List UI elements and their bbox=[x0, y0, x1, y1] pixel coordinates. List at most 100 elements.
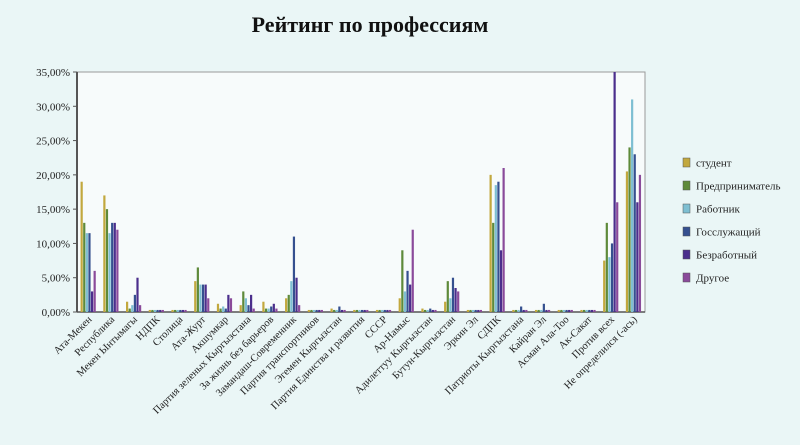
bar bbox=[333, 309, 336, 312]
bar bbox=[466, 309, 469, 312]
bar bbox=[492, 222, 495, 312]
bar bbox=[406, 270, 409, 312]
bar bbox=[517, 309, 520, 312]
bar bbox=[590, 309, 593, 312]
bar bbox=[227, 294, 230, 312]
bar bbox=[534, 309, 538, 312]
bar bbox=[272, 303, 275, 312]
bar bbox=[585, 309, 588, 312]
bar bbox=[113, 222, 116, 312]
bar bbox=[520, 306, 523, 312]
bar bbox=[434, 309, 437, 312]
bar bbox=[207, 298, 210, 312]
bar bbox=[366, 309, 369, 312]
bar bbox=[312, 309, 316, 312]
bar bbox=[512, 309, 515, 312]
legend-swatch bbox=[682, 249, 691, 260]
bar bbox=[446, 281, 449, 312]
bar bbox=[270, 306, 273, 312]
bar bbox=[472, 309, 475, 312]
bar bbox=[499, 250, 503, 312]
bar bbox=[451, 277, 455, 312]
bar bbox=[292, 236, 296, 312]
y-tick-label: 30,00% bbox=[36, 101, 70, 113]
bar bbox=[199, 284, 202, 312]
bar bbox=[93, 270, 96, 312]
bar bbox=[565, 309, 568, 312]
bar bbox=[449, 298, 452, 312]
bar bbox=[161, 309, 164, 312]
bar bbox=[375, 309, 379, 312]
bar bbox=[219, 308, 222, 312]
bar bbox=[116, 229, 119, 312]
bar bbox=[222, 306, 225, 312]
bar bbox=[108, 233, 111, 312]
bar bbox=[252, 308, 255, 312]
bar bbox=[386, 309, 389, 312]
legend-swatch bbox=[682, 272, 691, 283]
bar bbox=[540, 309, 543, 312]
bar bbox=[196, 267, 199, 312]
legend-label: Госслужащий bbox=[696, 227, 761, 239]
bar bbox=[625, 171, 629, 312]
bar bbox=[358, 309, 361, 312]
bar bbox=[353, 309, 356, 312]
bar bbox=[542, 303, 545, 312]
bar bbox=[318, 309, 321, 312]
bar bbox=[136, 277, 139, 312]
y-tick-label: 20,00% bbox=[36, 170, 70, 182]
bar bbox=[298, 305, 301, 312]
bar bbox=[361, 309, 364, 312]
bar bbox=[431, 309, 434, 312]
bar bbox=[307, 309, 310, 312]
bar bbox=[403, 291, 407, 312]
legend-label: Предприниматель bbox=[696, 181, 781, 193]
bar bbox=[489, 174, 492, 312]
bar bbox=[560, 309, 563, 312]
bar bbox=[320, 309, 323, 312]
bar bbox=[88, 233, 91, 312]
bar bbox=[628, 147, 631, 312]
bar bbox=[330, 308, 333, 312]
y-tick-label: 5,00% bbox=[42, 273, 70, 285]
bar bbox=[522, 309, 525, 312]
bar bbox=[159, 309, 162, 312]
bar bbox=[363, 309, 366, 312]
bar bbox=[497, 181, 500, 312]
bar bbox=[267, 308, 270, 312]
bar bbox=[287, 294, 290, 312]
bar bbox=[588, 309, 591, 312]
bar bbox=[545, 309, 548, 312]
plot-area bbox=[76, 71, 646, 313]
bar bbox=[547, 309, 551, 312]
bar bbox=[494, 185, 497, 312]
bar bbox=[593, 309, 596, 312]
bar bbox=[128, 308, 131, 312]
bar bbox=[315, 309, 318, 312]
bar bbox=[343, 309, 346, 312]
legend-swatch bbox=[682, 203, 691, 214]
bar bbox=[262, 301, 265, 312]
bar bbox=[80, 181, 83, 312]
bar bbox=[340, 309, 344, 312]
bar bbox=[176, 309, 179, 312]
bar bbox=[111, 222, 114, 312]
legend-label: студент bbox=[696, 158, 732, 170]
bar bbox=[290, 281, 293, 312]
bar bbox=[444, 301, 447, 312]
bar bbox=[139, 305, 142, 312]
bar bbox=[474, 309, 477, 312]
bar bbox=[557, 309, 560, 312]
bar bbox=[383, 309, 386, 312]
bar bbox=[242, 291, 245, 312]
bar bbox=[105, 209, 109, 312]
bar bbox=[502, 168, 505, 312]
bar bbox=[83, 222, 86, 312]
bar bbox=[201, 284, 205, 312]
bar bbox=[90, 291, 94, 312]
bar bbox=[264, 308, 268, 312]
bar bbox=[477, 309, 480, 312]
bar bbox=[275, 308, 278, 312]
bar bbox=[229, 298, 233, 312]
